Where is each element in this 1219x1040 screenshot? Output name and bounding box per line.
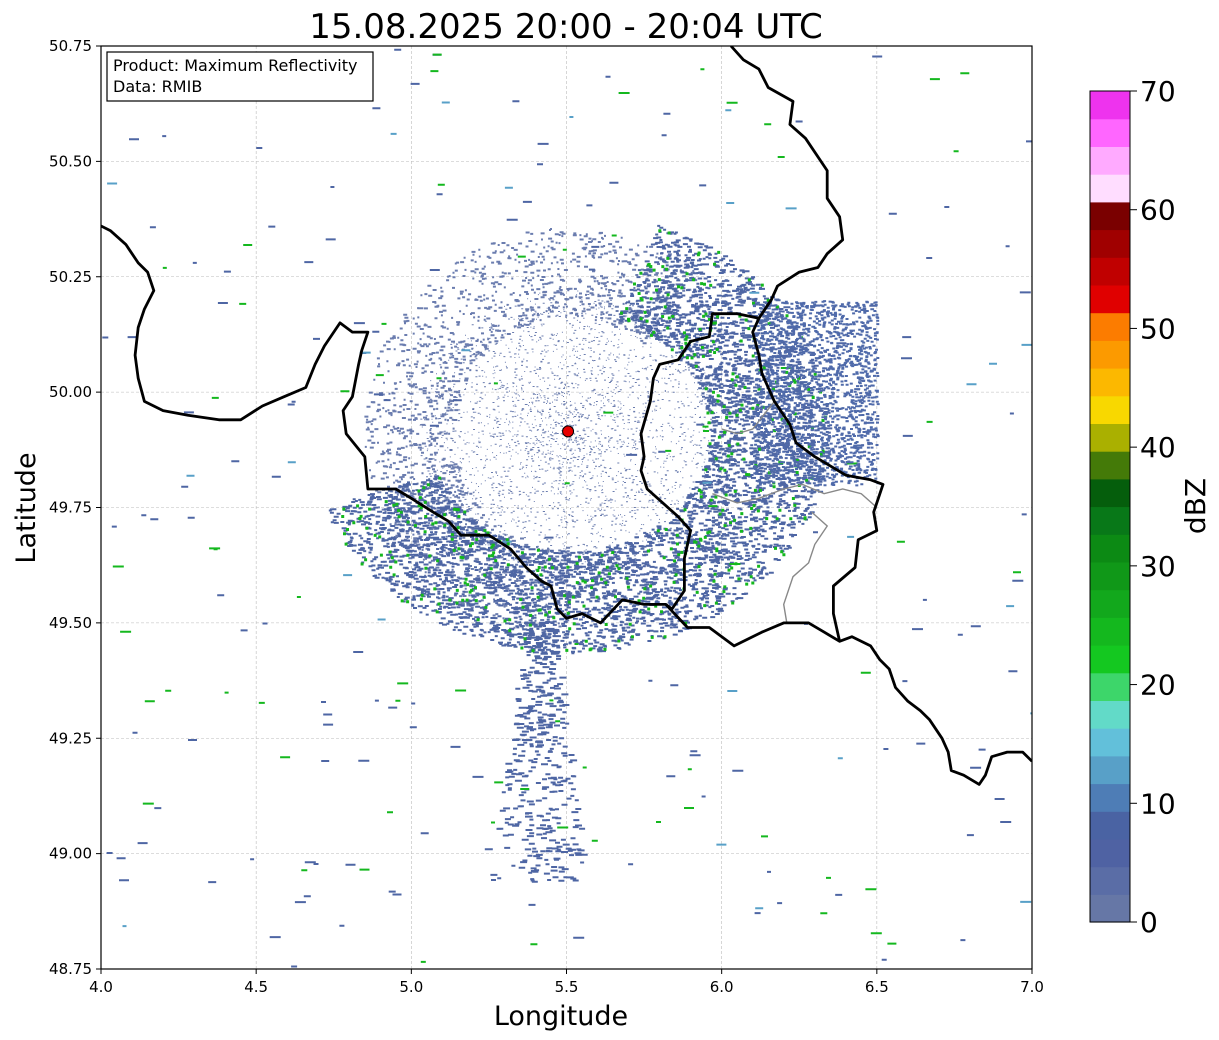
colorbar-segment (1090, 201, 1130, 231)
plot-area (100, 45, 1033, 970)
colorbar-segment (1090, 811, 1130, 840)
colorbar-segment (1090, 589, 1130, 618)
colorbar-segment (1090, 284, 1130, 314)
provincial-line-3 (782, 511, 829, 624)
colorbar-segment (1090, 894, 1130, 923)
colorbar-segment (1090, 368, 1130, 397)
x-axis-label: Longitude (494, 1001, 628, 1032)
echo-sparse-clutter (364, 228, 720, 636)
colorbar-segment (1090, 783, 1130, 812)
colorbar-segment (1090, 838, 1130, 868)
colorbar-segment (1090, 645, 1130, 674)
colorbar-segment (1090, 257, 1130, 286)
colorbar-tick-label: 40 (1140, 431, 1176, 464)
admin-boundaries (712, 400, 878, 624)
colorbar-tick-label: 50 (1140, 312, 1176, 345)
border-belgium-luxembourg (639, 312, 760, 611)
y-tick-label: 48.75 (49, 960, 92, 978)
x-tick-label: 6.0 (710, 978, 734, 996)
y-tick-label: 50.25 (49, 268, 92, 286)
colorbar-segment (1090, 312, 1130, 341)
colorbar-label: dBZ (1179, 478, 1212, 534)
provincial-line-4 (721, 400, 775, 435)
colorbar-tick-label: 0 (1140, 906, 1158, 939)
colorbar-tick-label: 30 (1140, 550, 1176, 583)
y-tick-label: 50.75 (49, 37, 92, 55)
border-belgium-france (101, 224, 1032, 786)
colorbar-segment (1090, 534, 1130, 563)
colorbar-tick-label: 60 (1140, 194, 1176, 227)
y-tick-label: 50.00 (49, 383, 92, 401)
y-tick-label: 50.50 (49, 152, 92, 170)
echo-eastern-band (752, 300, 880, 487)
colorbar-tick-label: 70 (1140, 75, 1176, 108)
y-axis-ticks: 48.75 49.00 49.25 49.50 49.75 50.00 50.25 50.50… (49, 37, 101, 978)
x-axis-ticks: 4.0 4.5 5.0 5.5 6.0 6.5 7.0 (89, 969, 1044, 996)
provincial-line-2 (802, 483, 878, 509)
radar-site-marker (562, 425, 575, 438)
colorbar-segment (1090, 395, 1130, 424)
colorbar-segment (1090, 423, 1130, 452)
colorbar-segment (1090, 617, 1130, 646)
colorbar-segment (1090, 728, 1130, 757)
reflectivity-echoes (102, 48, 1032, 968)
colorbar-segment (1090, 506, 1130, 535)
y-tick-label: 49.75 (49, 499, 92, 517)
x-tick-label: 5.5 (555, 978, 579, 996)
colorbar-segment (1090, 755, 1130, 785)
colorbar-segment (1090, 451, 1130, 480)
colorbar-segment (1090, 561, 1130, 591)
colorbar-segment (1090, 229, 1130, 258)
y-tick-label: 49.25 (49, 729, 92, 747)
info-product: Product: Maximum Reflectivity (113, 56, 357, 75)
border-belgium-luxembourg-germany (729, 46, 885, 642)
info-box: Product: Maximum Reflectivity Data: RMIB (106, 51, 374, 102)
colorbar-segment (1090, 340, 1130, 369)
colorbar-frame (1089, 90, 1131, 923)
colorbar-segment (1090, 91, 1130, 120)
x-tick-label: 5.0 (399, 978, 423, 996)
colorbar-segment (1090, 118, 1130, 147)
y-axis-label: Latitude (11, 452, 42, 563)
country-borders (101, 46, 1032, 786)
x-tick-label: 4.5 (244, 978, 268, 996)
colorbar-segment (1090, 866, 1130, 895)
colorbar-segment (1090, 146, 1130, 175)
y-tick-label: 49.00 (49, 845, 92, 863)
provincial-line-1 (712, 483, 803, 504)
info-data-source: Data: RMIB (113, 77, 202, 96)
colorbar-segment (1090, 672, 1130, 701)
colorbar-tick-label: 20 (1140, 669, 1176, 702)
y-tick-label: 49.50 (49, 614, 92, 632)
x-tick-label: 6.5 (865, 978, 889, 996)
colorbar-segment (1090, 700, 1130, 729)
colorbar: 0 10 20 30 40 50 60 70 (1089, 75, 1176, 939)
x-tick-label: 7.0 (1020, 978, 1044, 996)
colorbar-segment (1090, 174, 1130, 203)
x-tick-label: 4.0 (89, 978, 113, 996)
colorbar-tick-label: 10 (1140, 787, 1176, 820)
chart-title: 15.08.2025 20:00 - 20:04 UTC (309, 7, 823, 47)
colorbar-segment (1090, 478, 1130, 508)
